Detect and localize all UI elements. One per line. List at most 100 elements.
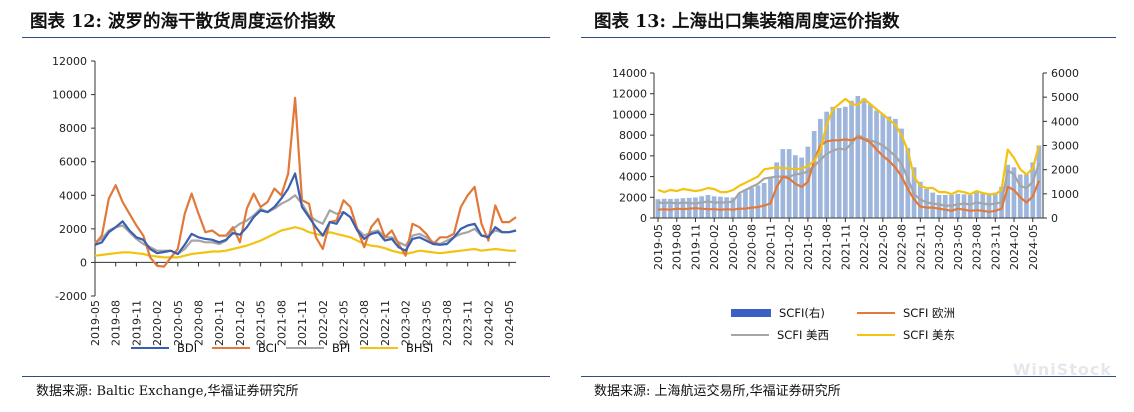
x-tick-label: 2023-11	[462, 300, 475, 346]
x-tick-label: 2022-08	[896, 224, 909, 270]
title-divider	[581, 37, 1116, 38]
left-figure-panel: 图表 12: 波罗的海干散货周度运价指数 -2000 0 2000 4000 6000 8…	[22, 12, 550, 399]
x-tick-label: 2020-11	[213, 300, 226, 346]
x-tick-label: 2024-02	[1008, 224, 1021, 270]
legend-item-scfi: SCFI(右)	[731, 305, 825, 321]
x-tick-label: 2023-08	[441, 300, 454, 346]
legend-swatch	[731, 309, 771, 317]
x-tick-label: 2022-05	[877, 224, 890, 270]
x-tick-label: 2021-08	[821, 224, 834, 270]
scfi-bar	[868, 104, 873, 218]
scfi-bar	[749, 187, 754, 218]
scfi-bar	[874, 110, 879, 218]
scfi-bar	[705, 195, 711, 218]
scfi-combo-chart: 0 2000 4000 6000 8000 10000 12000 14000 0 1000 200…	[612, 67, 1079, 270]
scfi-bar	[980, 193, 986, 218]
y-tick-label: 12000	[52, 55, 87, 68]
y-tick-label: 10000	[612, 108, 647, 121]
x-tick-label: 2020-02	[151, 300, 164, 346]
scfi-bar	[899, 128, 904, 218]
legend-item-bdi: BDI	[131, 341, 197, 355]
legend-label: SCFI 欧洲	[903, 306, 955, 320]
x-tick-label: 2019-08	[110, 300, 123, 346]
scfi-bar	[786, 149, 792, 218]
scfi-bar	[1005, 164, 1011, 218]
x-tick-label: 2021-05	[255, 300, 268, 346]
scfi-bar	[755, 185, 761, 218]
scfi-bar	[961, 194, 967, 218]
scfi-bar	[936, 195, 942, 218]
x-tick-label: 2020-02	[708, 224, 721, 270]
x-tick-label: 2022-11	[914, 224, 927, 270]
legend-label: BCI	[258, 341, 278, 355]
y-tick-label: 8000	[59, 122, 87, 135]
y-tick-label: 4000	[619, 171, 647, 184]
scfi-bar	[974, 192, 979, 218]
scfi-bar	[780, 149, 786, 218]
y2-tick-label: 1000	[1051, 188, 1079, 201]
x-tick-label: 2024-05	[1027, 224, 1040, 270]
scfi-bar	[824, 111, 829, 218]
x-tick-label: 2024-05	[503, 300, 516, 346]
x-tick-label: 2024-02	[482, 300, 495, 346]
x-tick-label: 2019-11	[130, 300, 143, 346]
right-figure-panel: 图表 13: 上海出口集装箱周度运价指数 0 2000 4000 6000 8000 10…	[567, 0, 1134, 412]
x-tick-label: 2020-05	[172, 300, 185, 346]
legend-swatch	[731, 334, 769, 336]
legend-item-bpi: BPI	[286, 341, 350, 355]
x-tick-label: 2022-11	[379, 300, 392, 346]
source-divider	[22, 376, 550, 377]
y-tick-label: 6000	[619, 150, 647, 163]
x-tick-label: 2020-08	[193, 300, 206, 346]
scfi-bar	[811, 131, 817, 218]
legend-item-scfi-useast: SCFI 美东	[857, 327, 955, 343]
source-note: 数据来源: 上海航运交易所,华福证券研究所	[594, 384, 841, 399]
series-line-bci	[94, 96, 517, 268]
scfi-bar	[730, 197, 736, 218]
x-tick-label: 2023-02	[933, 224, 946, 270]
series-line-bdi	[94, 172, 517, 256]
legend-swatch	[857, 334, 895, 336]
series-line-scfi-useast	[657, 97, 1041, 196]
chart-title: 图表 12: 波罗的海干散货周度运价指数	[30, 12, 336, 32]
series-line-scfi-europe	[657, 136, 1041, 213]
y-tick-label: 4000	[59, 189, 87, 202]
y2-tick-label: 5000	[1051, 91, 1079, 104]
y2-tick-label: 2000	[1051, 164, 1079, 177]
x-tick-label: 2021-05	[802, 224, 815, 270]
legend-label: BDI	[177, 341, 198, 355]
y2-tick-label: 0	[1051, 212, 1058, 225]
y-tick-label: 8000	[619, 129, 647, 142]
x-tick-label: 2023-05	[420, 300, 433, 346]
x-tick-label: 2020-05	[727, 224, 740, 270]
scfi-bar	[1011, 167, 1017, 219]
scfi-bar	[886, 116, 892, 218]
x-tick-label: 2023-05	[952, 224, 965, 270]
legend-item-scfi-europe: SCFI 欧洲	[857, 305, 955, 321]
legend-swatch	[286, 347, 324, 349]
x-tick-label: 2023-11	[989, 224, 1002, 270]
y-tick-label: 0	[640, 212, 647, 225]
scfi-bar	[818, 118, 823, 218]
scfi-bar	[830, 106, 836, 218]
x-tick-label: 2019-08	[671, 224, 684, 270]
scfi-bar	[761, 183, 767, 218]
y2-tick-label: 6000	[1051, 67, 1079, 80]
legend-swatch	[212, 347, 250, 349]
scfi-bar	[836, 108, 842, 218]
scfi-bar	[855, 96, 861, 218]
scfi-bar	[849, 100, 854, 218]
x-tick-label: 2020-11	[764, 224, 777, 270]
scfi-bar	[930, 192, 936, 218]
y-tick-label: 6000	[59, 156, 87, 169]
scfi-bar	[967, 195, 973, 218]
scfi-bar	[1024, 174, 1029, 218]
scfi-bar	[905, 147, 911, 218]
scfi-bar	[736, 193, 742, 218]
y-tick-label: 10000	[52, 89, 87, 102]
x-tick-label: 2021-02	[783, 224, 796, 270]
x-tick-label: 2022-02	[317, 300, 330, 346]
y-tick-label: 2000	[59, 223, 87, 236]
title-divider	[22, 37, 550, 38]
legend-label: BHSI	[406, 341, 434, 355]
